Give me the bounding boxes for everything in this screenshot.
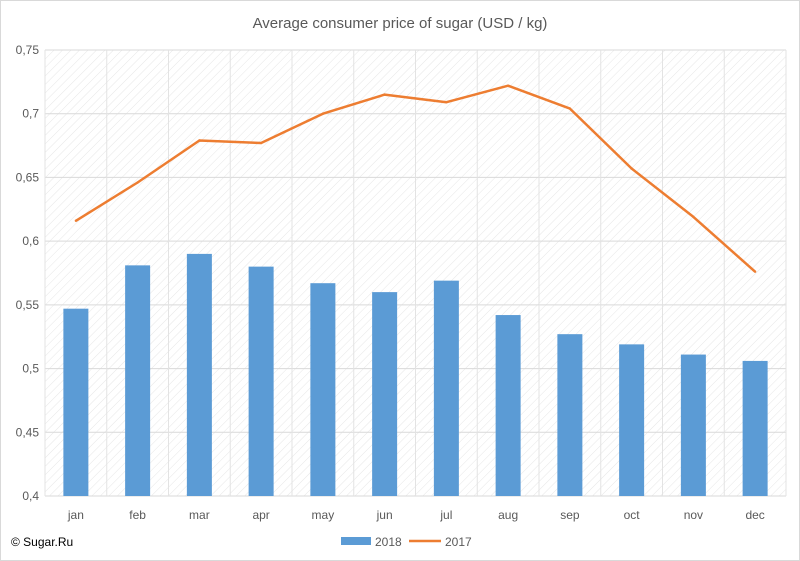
- x-tick-label: may: [312, 508, 335, 522]
- bar-2018-apr: [248, 266, 274, 496]
- point-2017-dec: [753, 270, 757, 273]
- line-2017: [74, 84, 757, 273]
- point-2017-jul: [445, 101, 448, 104]
- x-tick-label: jul: [439, 508, 452, 522]
- bar-2018-jan: [63, 308, 89, 496]
- bar-2018-oct: [619, 344, 645, 496]
- x-tick-label: dec: [745, 508, 764, 522]
- x-tick-label: feb: [129, 508, 146, 522]
- point-2017-feb: [136, 181, 139, 184]
- legend-label-2018: 2018: [375, 535, 402, 549]
- x-tick-label: jan: [67, 508, 84, 522]
- y-tick-label: 0,75: [16, 43, 40, 57]
- point-2017-apr: [259, 141, 263, 145]
- legend-label-2017: 2017: [445, 535, 472, 549]
- bar-2018-may: [310, 283, 336, 496]
- x-tick-label: sep: [560, 508, 580, 522]
- bar-2018-mar: [186, 253, 212, 496]
- legend: 2018 2017: [341, 535, 472, 549]
- y-tick-label: 0,5: [22, 362, 39, 376]
- point-2017-sep: [568, 107, 572, 110]
- chart-title: Average consumer price of sugar (USD / k…: [253, 15, 548, 32]
- y-tick-label: 0,45: [16, 425, 40, 439]
- point-2017-oct: [630, 167, 633, 170]
- bar-2018-jul: [433, 280, 459, 496]
- bar-2018-nov: [680, 354, 706, 496]
- copyright-text: © Sugar.Ru: [11, 535, 74, 549]
- bar-2018-jun: [372, 292, 398, 496]
- point-2017-may: [321, 112, 325, 115]
- point-2017-mar: [198, 139, 201, 142]
- x-tick-label: aug: [498, 508, 518, 522]
- point-2017-jan: [74, 219, 78, 222]
- point-2017-jun: [383, 93, 386, 96]
- bar-2018-feb: [125, 265, 151, 496]
- bar-2018-dec: [742, 360, 768, 496]
- x-tick-label: apr: [252, 508, 269, 522]
- y-tick-label: 0,4: [22, 489, 39, 503]
- grid-lines: [44, 49, 787, 497]
- x-axis-ticks: jan feb mar apr may jun jul aug sep oct nov dec: [67, 508, 765, 522]
- x-tick-label: mar: [189, 508, 210, 522]
- x-tick-label: oct: [624, 508, 641, 522]
- bars-2018: [63, 253, 768, 496]
- bar-2018-aug: [495, 315, 521, 496]
- point-2017-aug: [506, 84, 510, 87]
- bar-2018-sep: [557, 334, 583, 496]
- line-2017-path: [75, 84, 756, 273]
- y-tick-label: 0,6: [22, 234, 39, 248]
- point-2017-nov: [692, 215, 695, 219]
- y-axis-ticks: 0,4 0,45 0,5 0,55 0,6 0,65 0,7 0,75: [16, 43, 40, 503]
- x-tick-label: jun: [376, 508, 393, 522]
- y-tick-label: 0,65: [16, 170, 40, 184]
- y-tick-label: 0,55: [16, 298, 40, 312]
- legend-swatch-2018: [341, 537, 371, 545]
- y-tick-label: 0,7: [22, 107, 39, 121]
- x-tick-label: nov: [684, 508, 703, 522]
